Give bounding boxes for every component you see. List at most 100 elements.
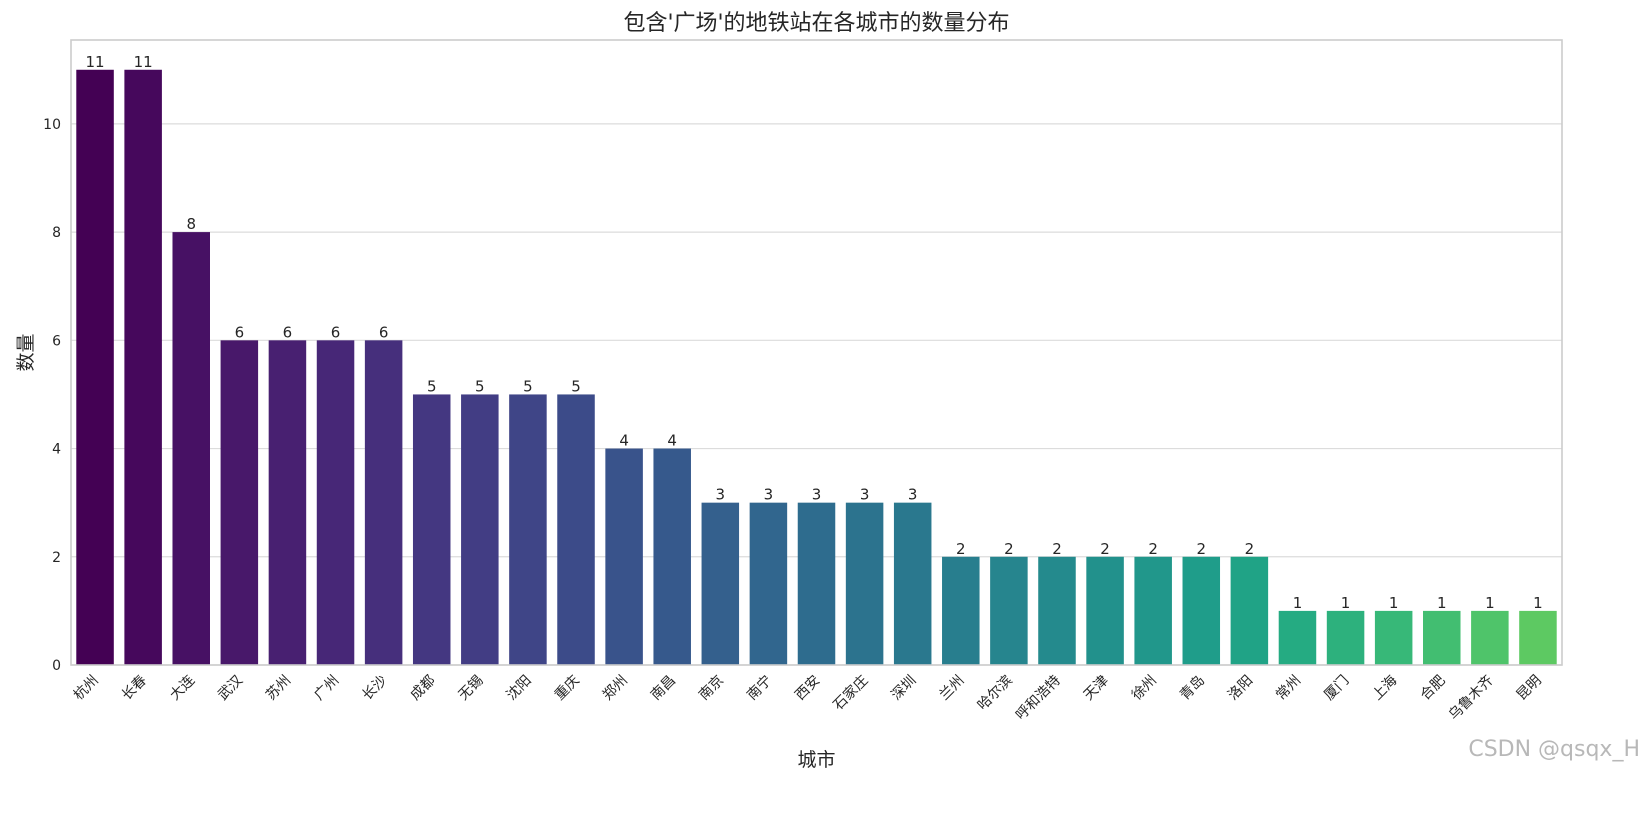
bar [1471,610,1509,665]
bars [76,69,1557,666]
value-label: 5 [475,377,485,395]
value-label: 5 [427,377,437,395]
x-tick-label: 兰州 [937,673,968,704]
bar [412,394,451,665]
bar [942,556,980,665]
bar [605,448,643,665]
value-label: 2 [1004,540,1014,558]
x-tick-label: 昆明 [1514,673,1545,704]
bar [1278,610,1317,665]
bar [1423,610,1461,665]
value-label: 2 [1148,540,1158,558]
y-tick-label: 4 [52,442,61,458]
y-tick-label: 6 [52,333,61,349]
x-tick-label: 成都 [407,673,438,704]
value-label: 2 [1100,540,1110,558]
x-tick-label: 上海 [1369,673,1400,704]
x-tick-label: 哈尔滨 [975,673,1016,714]
bar [1182,556,1221,665]
bar [990,556,1028,665]
y-tick-label: 2 [52,550,61,566]
bar [124,69,162,665]
value-label: 1 [1533,594,1543,612]
bar [316,340,355,665]
bar [1230,556,1269,665]
bar [364,340,403,665]
value-label: 1 [1293,594,1303,612]
plot-frame [70,39,1563,666]
value-label: 6 [331,323,341,341]
bar [1086,556,1124,665]
y-tick-label: 8 [52,225,61,241]
x-tick-label: 乌鲁木齐 [1446,673,1497,724]
value-label: 11 [86,53,105,71]
x-tick-labels: 杭州 长春 大连 武汉 苏州 广州 长沙 成都 无锡 沈阳 重庆 郑州 南昌 南京 南宁 西安 石家庄 深圳 兰州哈… [71,672,1545,724]
value-label: 2 [1245,540,1255,558]
x-tick-label: 重庆 [552,673,583,704]
y-tick-labels: 0 2 4 6 8 10 [43,117,61,674]
value-label: 6 [283,323,293,341]
value-label: 11 [134,53,153,71]
bar [749,502,788,665]
y-axis-label: 数量 [15,333,37,371]
x-tick-label: 长沙 [359,673,390,704]
x-tick-label: 洛阳 [1225,673,1256,704]
value-label: 4 [667,432,677,450]
bar [1134,556,1172,665]
value-label: 3 [764,486,774,504]
x-tick-label: 石家庄 [830,672,872,714]
value-label: 3 [812,486,822,504]
value-label: 3 [860,486,870,504]
x-tick-label: 呼和浩特 [1013,673,1064,724]
value-label: 5 [571,377,581,395]
bar [1038,556,1076,665]
x-tick-label: 郑州 [600,673,631,704]
bar [893,502,932,665]
bar [220,340,259,665]
bar [461,394,499,665]
bar [845,502,884,665]
x-tick-label: 杭州 [71,673,102,704]
value-label: 4 [619,432,629,450]
x-tick-label: 长春 [119,673,150,704]
x-tick-label: 常州 [1273,673,1304,704]
value-label: 3 [716,486,726,504]
value-label: 1 [1437,594,1447,612]
value-label: 5 [523,377,533,395]
value-label: 6 [235,323,245,341]
x-tick-label: 苏州 [263,673,294,704]
bar [76,69,114,665]
bar [557,394,595,665]
value-label: 3 [908,486,918,504]
x-tick-label: 大连 [167,673,198,704]
x-tick-label: 青岛 [1177,673,1208,704]
bar [653,448,691,665]
bar [1326,610,1365,665]
value-label: 8 [186,215,196,233]
x-tick-label: 武汉 [215,673,246,704]
x-tick-label: 厦门 [1321,673,1352,704]
bar [509,394,547,665]
value-label: 6 [379,323,389,341]
x-tick-label: 徐州 [1129,673,1160,704]
value-label: 2 [956,540,966,558]
value-label: 2 [1197,540,1207,558]
bar [701,502,740,665]
value-label: 2 [1052,540,1062,558]
bar [268,340,307,665]
chart-title: 包含'广场'的地铁站在各城市的数量分布 [623,11,1009,36]
bar [1519,610,1557,665]
value-label: 1 [1389,594,1399,612]
x-tick-label: 天津 [1081,673,1112,704]
watermark: CSDN @qsqx_H [1468,737,1640,762]
x-tick-label: 南宁 [743,672,775,704]
x-tick-label: 深圳 [888,673,919,704]
bar [1374,610,1413,665]
y-tick-label: 10 [43,117,61,133]
x-tick-label: 西安 [792,673,823,704]
x-tick-label: 南昌 [648,673,679,704]
x-tick-label: 无锡 [456,673,487,704]
value-label: 1 [1485,594,1495,612]
